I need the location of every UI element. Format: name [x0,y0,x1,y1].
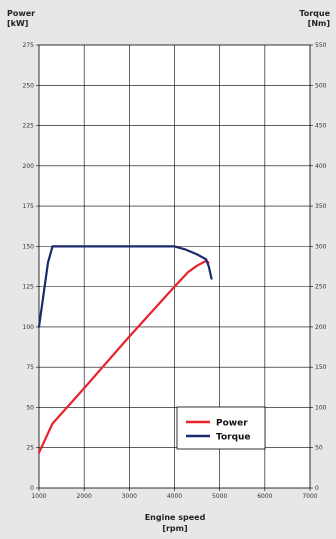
left-tick-label: 225 [23,123,35,130]
series-lines [37,245,213,454]
left-tick-label: 0 [30,485,34,492]
x-tick-label: 2000 [77,493,92,500]
x-axis-title-line2: [rpm] [162,524,187,533]
x-tick-label: 1000 [31,493,46,500]
left-tick-label: 175 [23,203,35,210]
left-tick-label: 125 [23,284,35,291]
right-tick-label: 100 [315,404,327,411]
right-tick-label: 400 [315,163,327,170]
left-axis-title-line1: Power [7,9,35,18]
legend-label-torque: Torque [216,433,251,443]
right-tick-label: 0 [315,485,319,492]
right-tick-label: 300 [315,243,327,250]
legend-label-power: Power [216,419,248,429]
right-tick-label: 150 [315,364,327,371]
x-axis-title-line1: Engine speed [145,513,206,522]
right-tick-label: 500 [315,82,327,89]
right-tick-label: 50 [315,445,323,452]
right-axis-title-line1: Torque [299,9,330,18]
left-tick-label: 25 [26,445,34,452]
x-tick-label: 3000 [122,493,137,500]
series-line-torque [37,245,213,328]
right-tick-label: 200 [315,324,327,331]
right-tick-label: 450 [315,123,327,130]
left-tick-label: 100 [23,324,35,331]
left-tick-label: 275 [23,42,35,49]
right-tick-label: 550 [315,42,327,49]
right-tick-label: 250 [315,284,327,291]
right-tick-label: 350 [315,203,327,210]
left-tick-label: 200 [23,163,35,170]
right-axis-title-line2: [Nm] [308,19,330,28]
left-axis-title-line2: [kW] [7,19,28,28]
left-tick-labels: 0 25 50 75 100 125 150 175 200 225 250 275 [23,42,39,492]
x-tick-labels: 1000 2000 3000 4000 5000 6000 7000 [31,488,318,500]
x-tick-label: 6000 [257,493,272,500]
left-tick-label: 250 [23,82,35,89]
left-tick-label: 75 [26,364,34,371]
series-line-power [37,259,210,454]
legend: Power Torque [176,406,266,450]
right-tick-labels: 0 50 100 150 200 250 300 350 400 450 500 550 [310,42,327,492]
x-tick-label: 7000 [302,493,317,500]
x-tick-label: 4000 [167,493,182,500]
x-tick-label: 5000 [212,493,227,500]
grid [38,44,311,489]
legend-box [176,406,266,450]
left-tick-label: 50 [26,404,34,411]
left-tick-label: 150 [23,243,35,250]
